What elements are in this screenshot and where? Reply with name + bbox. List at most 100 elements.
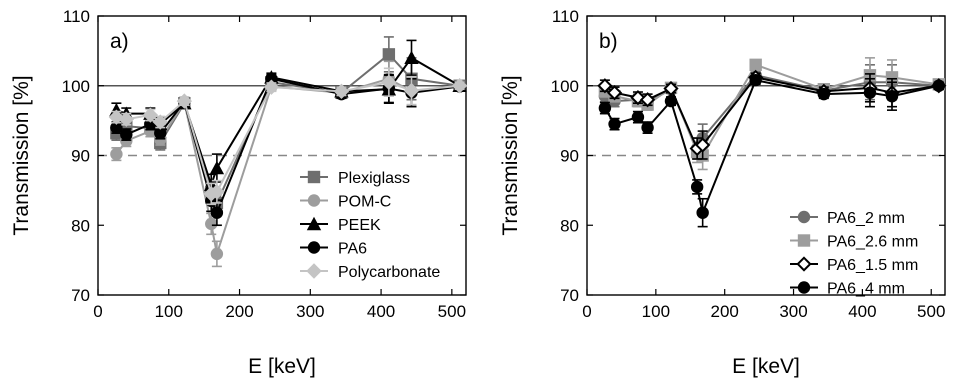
series-polycarbonate [108, 67, 468, 206]
legend: PA6_2 mm PA6_2.6 mm PA6_1.5 mm PA6_4 mm [790, 210, 918, 298]
data-point [598, 101, 612, 115]
legend-marker [307, 241, 321, 254]
data-point [154, 126, 167, 140]
data-point [142, 107, 159, 123]
data-point [932, 79, 946, 92]
legend-label: PA6_4 mm [827, 281, 905, 298]
legend-marker [306, 216, 322, 231]
x-tick-label: 100 [642, 302, 670, 321]
data-point [382, 48, 396, 61]
data-point [631, 110, 645, 124]
legend-label: PEEK [338, 217, 381, 234]
x-tick-label: 500 [438, 302, 466, 321]
data-point [749, 73, 762, 87]
data-point [597, 78, 613, 94]
legend-marker [306, 263, 322, 279]
data-point [696, 206, 709, 219]
y-tick-label: 70 [71, 286, 90, 305]
data-point [209, 184, 225, 200]
series-line [115, 77, 460, 216]
legend-marker [797, 234, 811, 247]
chart-panel-b: 0 100 200 300 400 500 70 80 90 100 110 E [keV] Trans… [499, 7, 947, 378]
x-tick-label: 200 [711, 302, 739, 321]
legend-label: POM-C [338, 194, 391, 211]
y-tick-label: 110 [552, 7, 579, 26]
panel-label: a) [110, 30, 129, 53]
data-point [110, 147, 123, 161]
data-point [639, 92, 656, 108]
data-point [817, 87, 831, 101]
legend-entry: PA6_4 mm [790, 281, 905, 298]
legend-label: PA6_1.5 mm [827, 257, 918, 274]
data-point [381, 74, 397, 90]
data-point [209, 160, 225, 175]
legend-marker [307, 194, 321, 207]
data-point [885, 90, 899, 103]
x-tick-label: 300 [779, 302, 807, 321]
data-point [451, 78, 468, 94]
data-point [265, 72, 278, 85]
legend-label: PA6 [338, 241, 367, 258]
data-point [690, 180, 704, 194]
data-point [863, 86, 877, 99]
legend-label: Plexiglass [338, 170, 410, 187]
y-tick-label: 110 [63, 7, 90, 26]
data-point [403, 82, 420, 99]
data-point [333, 83, 350, 100]
y-axis-label: Transmission [%] [10, 75, 33, 235]
data-point [210, 247, 224, 261]
data-point [210, 206, 224, 219]
legend: Plexiglass POM-C PEEK PA6 Polycarbonate [300, 170, 440, 281]
x-tick-label: 100 [155, 302, 183, 321]
data-point [606, 85, 623, 101]
legend-entry: PA6_1.5 mm [790, 256, 918, 274]
y-tick-label: 100 [551, 77, 579, 96]
x-tick-label: 200 [225, 302, 253, 321]
legend-entry: Polycarbonate [300, 263, 440, 281]
chart-panel-a: 0 100 200 300 400 500 70 80 90 100 110 E [keV] Trans… [10, 7, 468, 378]
x-axis-label: E [keV] [248, 355, 316, 378]
legend-entry: PA6 [300, 241, 367, 258]
data-point [608, 117, 621, 131]
data-point [404, 50, 419, 65]
legend-entry: PA6_2 mm [790, 210, 905, 227]
data-point [205, 217, 218, 231]
y-tick-label: 90 [560, 147, 579, 166]
data-point [663, 80, 679, 97]
legend-marker [307, 170, 321, 184]
data-point [118, 111, 135, 127]
x-axis-label: E [keV] [732, 355, 800, 378]
data-point [664, 94, 678, 108]
legend-label: Polycarbonate [338, 264, 440, 281]
series-pa6-4-mm [598, 73, 946, 228]
data-point [108, 109, 125, 125]
x-tick-label: 500 [917, 302, 945, 321]
panel-label: b) [599, 30, 618, 53]
y-tick-label: 90 [71, 147, 90, 166]
data-point [749, 58, 762, 72]
x-tick-label: 300 [296, 302, 324, 321]
x-tick-label: 0 [582, 302, 591, 321]
legend-marker [796, 256, 812, 272]
legend-entry: PEEK [300, 216, 381, 234]
legend-label: PA6_2 mm [827, 210, 905, 227]
series-line [604, 76, 939, 150]
legend-marker [797, 210, 811, 224]
legend-marker [797, 281, 811, 294]
legend-label: PA6_2.6 mm [827, 234, 918, 251]
data-point [152, 114, 168, 130]
x-tick-label: 0 [93, 302, 102, 321]
series-pa6-2-6-mm [598, 57, 946, 171]
data-point [120, 128, 133, 141]
data-point [695, 137, 711, 153]
y-axis-label: Transmission [%] [499, 75, 522, 235]
y-tick-label: 80 [560, 216, 579, 235]
data-point [110, 121, 123, 134]
y-tick-label: 70 [560, 286, 579, 305]
legend-entry: POM-C [300, 194, 391, 211]
y-tick-label: 80 [71, 216, 90, 235]
x-tick-label: 400 [848, 302, 876, 321]
y-tick-label: 100 [62, 77, 90, 96]
legend-entry: Plexiglass [300, 170, 410, 187]
